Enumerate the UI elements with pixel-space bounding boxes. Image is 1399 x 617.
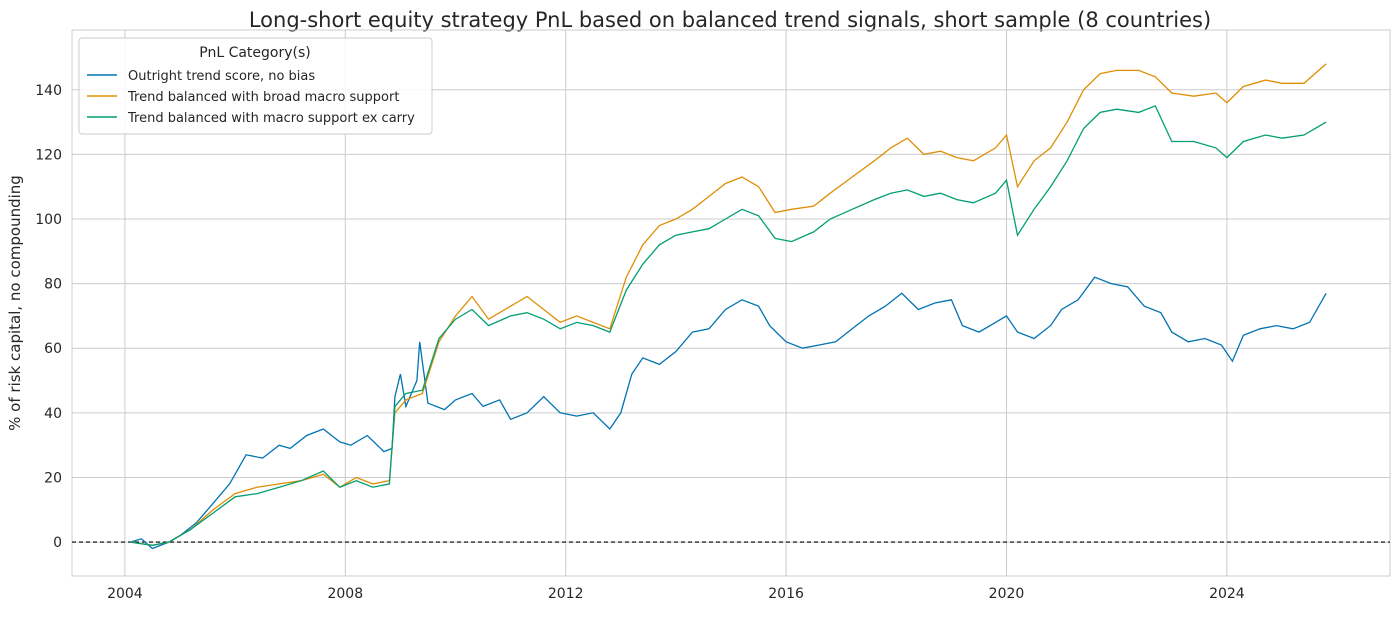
y-tick-label: 100 <box>35 212 62 228</box>
legend-entry: Trend balanced with macro support ex car… <box>127 111 415 126</box>
tick-labels: 2004 2008 2012 2016 2020 2024 0 20 40 60 80 100 120 1… <box>35 83 1245 602</box>
legend-title: PnL Category(s) <box>199 45 311 61</box>
y-tick-label: 80 <box>44 277 62 293</box>
y-tick-label: 0 <box>53 535 62 551</box>
x-tick-label: 2012 <box>548 586 584 602</box>
y-tick-label: 140 <box>35 83 62 99</box>
x-tick-label: 2004 <box>107 586 143 602</box>
series-line-2 <box>130 105 1327 546</box>
x-tick-label: 2008 <box>327 586 363 602</box>
y-tick-label: 40 <box>44 406 62 422</box>
series-lines <box>130 63 1327 550</box>
series-line-1 <box>130 63 1327 546</box>
x-tick-label: 2016 <box>768 586 804 602</box>
x-tick-label: 2020 <box>989 586 1025 602</box>
x-tick-label: 2024 <box>1209 586 1245 602</box>
plot-frame <box>71 29 1391 577</box>
legend: PnL Category(s) Outright trend score, no… <box>78 37 433 135</box>
legend-entry: Trend balanced with broad macro support <box>127 90 399 105</box>
legend-entry: Outright trend score, no bias <box>128 69 315 84</box>
legend-box <box>78 37 433 135</box>
series-line-0 <box>130 276 1327 550</box>
y-tick-label: 20 <box>44 470 62 486</box>
y-tick-label: 120 <box>35 147 62 163</box>
y-tick-label: 60 <box>44 341 62 357</box>
y-axis-label: % of risk capital, no compounding <box>6 175 24 431</box>
chart-title: Long-short equity strategy PnL based on … <box>249 8 1211 32</box>
